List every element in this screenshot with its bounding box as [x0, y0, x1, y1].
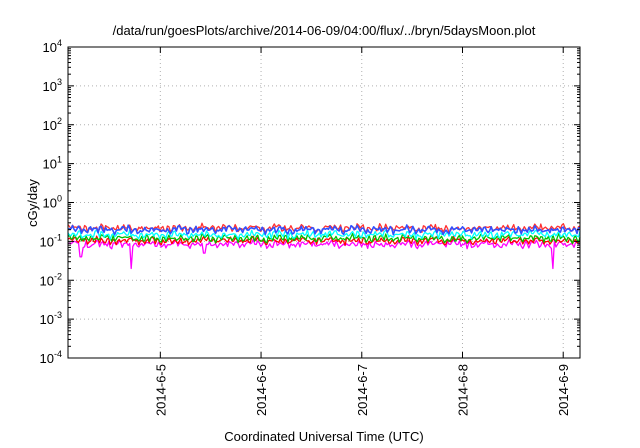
x-tick-label: 2014-6-6 — [254, 364, 269, 416]
y-axis: 10-4 10-3 10-2 10-1 100 101 102 103 104 — [40, 38, 580, 366]
chart-title: /data/run/goesPlots/archive/2014-06-09/0… — [113, 23, 536, 38]
y-axis-label: cGy/day — [25, 179, 40, 227]
series-line — [67, 235, 581, 246]
y-tick-label: 10-4 — [40, 349, 62, 366]
x-tick-label: 2014-6-5 — [153, 364, 168, 416]
y-tick-label: 100 — [43, 194, 62, 211]
series-lines — [67, 222, 581, 270]
y-tick-label: 103 — [43, 77, 62, 94]
y-tick-label: 102 — [43, 116, 62, 133]
series-line — [67, 238, 581, 270]
x-axis-label: Coordinated Universal Time (UTC) — [224, 429, 423, 444]
x-axis: 2014-6-5 2014-6-6 2014-6-7 2014-6-8 2014-6-9 — [153, 47, 571, 416]
y-tick-label: 10-3 — [40, 310, 62, 327]
y-tick-label: 10-2 — [40, 271, 62, 288]
y-tick-label: 10-1 — [40, 232, 62, 249]
series-line — [67, 229, 581, 240]
x-tick-label: 2014-6-8 — [455, 364, 470, 416]
series-line — [67, 224, 581, 236]
y-tick-label: 101 — [43, 155, 62, 172]
x-tick-label: 2014-6-9 — [556, 364, 571, 416]
y-tick-label: 104 — [43, 38, 62, 55]
x-tick-label: 2014-6-7 — [355, 364, 370, 416]
